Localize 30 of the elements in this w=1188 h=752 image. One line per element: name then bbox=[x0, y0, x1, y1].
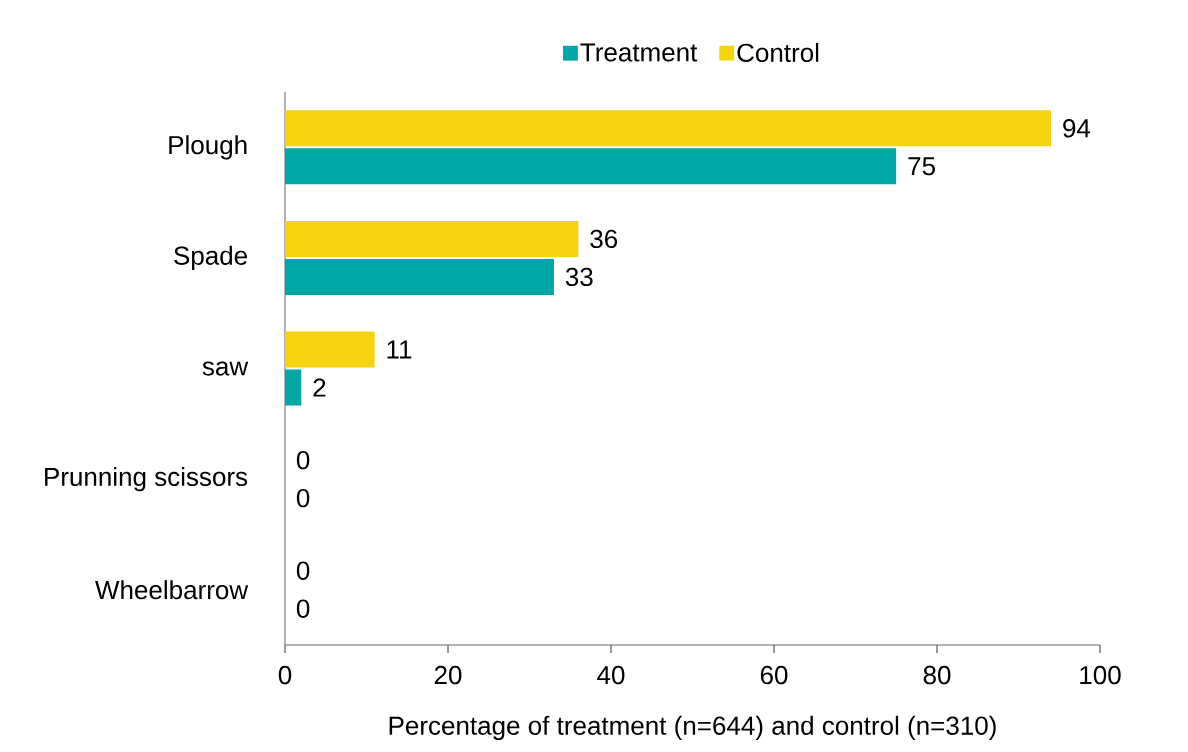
x-tick-label: 100 bbox=[1080, 665, 1121, 685]
y-tick-label: Prunning scissors bbox=[45, 466, 248, 492]
data-label: 36 bbox=[590, 229, 618, 249]
data-label: 0 bbox=[296, 561, 310, 580]
data-label: 94 bbox=[1063, 119, 1091, 138]
bar bbox=[285, 369, 302, 406]
legend-label: Treatment bbox=[580, 43, 698, 62]
data-label: 2 bbox=[313, 378, 326, 397]
y-tick-label: Wheelbarrow bbox=[95, 580, 249, 600]
data-label: 75 bbox=[908, 157, 935, 176]
x-tick-label: 0 bbox=[278, 665, 292, 685]
data-label: 0 bbox=[296, 450, 310, 470]
bar bbox=[285, 220, 579, 257]
data-label: 33 bbox=[565, 267, 593, 287]
y-tick-label: saw bbox=[202, 361, 249, 376]
y-tick-label: Plough bbox=[169, 135, 247, 160]
y-tick-label: Spade bbox=[174, 245, 247, 271]
data-label: 11 bbox=[387, 340, 412, 359]
bar bbox=[285, 148, 897, 185]
bar bbox=[285, 258, 554, 295]
bar bbox=[285, 331, 375, 368]
x-tick-label: 20 bbox=[434, 665, 462, 685]
data-label: 0 bbox=[296, 488, 310, 508]
x-axis-title: Percentage of treatment (n=644) and control (n=310) bbox=[389, 715, 996, 741]
x-tick-label: 40 bbox=[597, 665, 625, 685]
bar bbox=[285, 110, 1052, 147]
x-tick-label: 60 bbox=[760, 665, 788, 685]
x-tick-label: 80 bbox=[923, 665, 951, 685]
data-label: 0 bbox=[296, 599, 310, 618]
legend-label: Control bbox=[737, 42, 819, 63]
